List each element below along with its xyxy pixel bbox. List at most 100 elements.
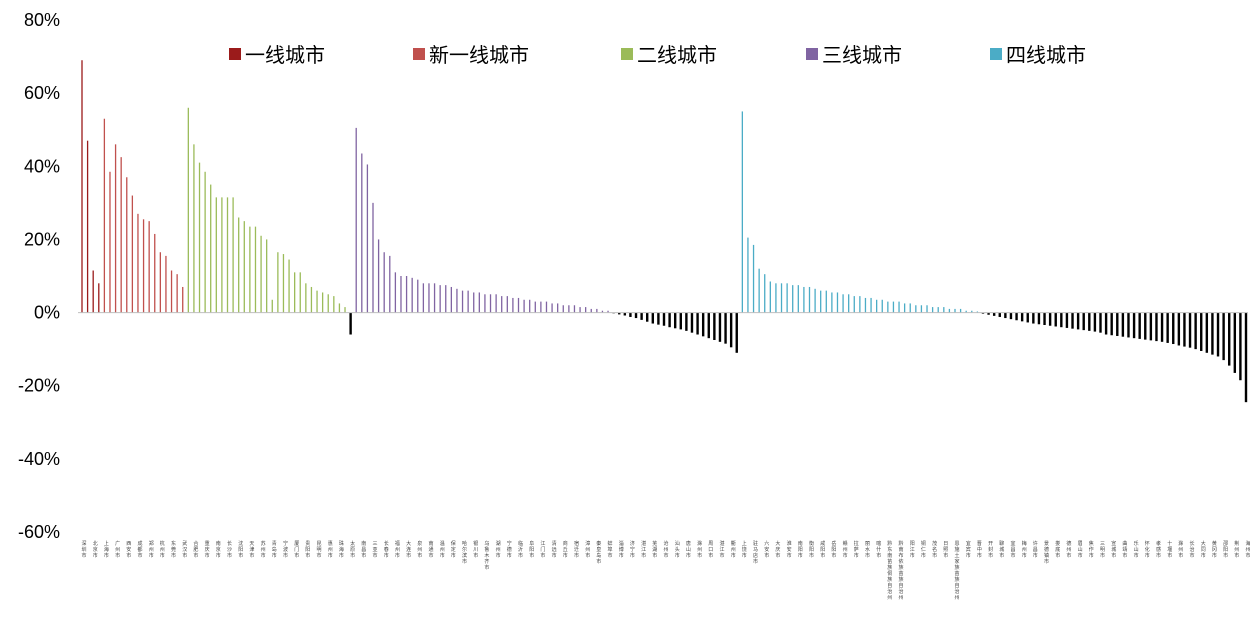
bars: [81, 60, 1248, 403]
x-tick-label: 六安市: [764, 540, 769, 559]
bar: [450, 286, 452, 313]
bar: [1009, 312, 1013, 320]
bar: [517, 297, 520, 313]
x-tick-label: 长治市: [1189, 540, 1194, 559]
x-tick-label: 温州市: [440, 540, 445, 559]
bar: [1132, 312, 1136, 339]
bar: [456, 288, 458, 313]
x-tick-label: 宜宾市: [966, 540, 971, 559]
x-tick-label: 拉萨市: [854, 540, 859, 559]
legend: 一线城市 新一线城市 二线城市 三线城市 四线城市: [229, 44, 1086, 67]
bar: [729, 312, 733, 348]
bar: [1032, 312, 1035, 324]
bar: [1110, 312, 1113, 336]
bar: [1043, 312, 1046, 325]
x-tick-label: 开封市: [988, 541, 993, 559]
bar: [366, 164, 369, 313]
bar: [92, 270, 94, 313]
x-tick-label: 上饶市: [742, 540, 747, 559]
x-tick-label: 深圳市: [81, 540, 86, 559]
bar: [226, 197, 229, 313]
x-tick-label: 北京市: [93, 540, 98, 559]
bar: [1071, 312, 1074, 329]
bar: [992, 312, 996, 316]
bar: [551, 303, 553, 313]
bar: [1127, 312, 1130, 338]
bar: [780, 283, 783, 313]
x-tick-label: 济宁市: [630, 540, 635, 559]
bar: [673, 312, 677, 329]
bar: [389, 255, 391, 313]
bar: [439, 285, 441, 313]
x-tick-label: 海州市: [1245, 540, 1250, 559]
x-tick-label: 茂名市: [932, 540, 937, 559]
bar: [634, 312, 638, 319]
y-tick-label: -60%: [18, 522, 60, 542]
bar: [271, 299, 273, 313]
x-tick-label: 滁州市: [1178, 540, 1183, 559]
bar: [814, 288, 816, 313]
bar: [433, 283, 436, 313]
x-tick-label: 焦作市: [1089, 540, 1094, 559]
bar: [1076, 312, 1080, 330]
bar: [534, 301, 536, 313]
legend-swatch: [413, 48, 425, 60]
bar: [803, 286, 805, 313]
category-labels: 深圳市 北京市 上海市 广州市 西安市 成都市 郑州市 杭州市 东莞市 武汉市 合肥市 重庆市 南京市 长…: [81, 540, 1250, 601]
y-tick-label: 80%: [24, 10, 60, 30]
x-tick-label: 天津市: [249, 541, 254, 559]
bar: [299, 272, 301, 313]
x-tick-label: 成都市: [137, 540, 142, 559]
x-tick-label: 景德镇市: [1044, 540, 1049, 565]
bar: [1116, 312, 1119, 336]
bar: [221, 197, 223, 313]
bar: [797, 285, 799, 313]
legend-label: 一线城市: [245, 44, 325, 67]
bar: [825, 290, 827, 313]
x-tick-label: 驻马店市: [753, 540, 758, 565]
x-tick-label: 淄博市: [619, 540, 624, 559]
legend-swatch: [229, 48, 241, 60]
bar: [1205, 312, 1209, 353]
bar: [187, 107, 189, 313]
bar: [1144, 312, 1147, 340]
bar: [685, 312, 688, 331]
bar: [355, 127, 357, 313]
bar: [282, 254, 285, 313]
x-tick-label: 泉州市: [417, 540, 422, 559]
bar: [1104, 312, 1108, 335]
bar: [131, 195, 134, 313]
x-tick-label: 太原市: [350, 540, 355, 559]
x-tick-label: 昆明市: [316, 541, 321, 559]
bar: [478, 292, 480, 313]
bar: [422, 283, 425, 313]
bar: [1155, 312, 1158, 342]
x-tick-label: 日照市: [943, 541, 948, 559]
x-tick-label: 十堰市: [1167, 540, 1172, 559]
x-tick-label: 眉山市: [1078, 541, 1083, 559]
x-tick-label: 长春市: [384, 540, 389, 559]
bar: [931, 307, 934, 313]
x-tick-label: 荆州市: [1234, 540, 1239, 559]
bar: [405, 276, 408, 313]
bar: [701, 312, 705, 337]
bar: [741, 111, 743, 313]
x-tick-label: 沈阳市: [238, 540, 243, 559]
bar: [735, 312, 738, 353]
bar: [937, 307, 939, 313]
bar: [618, 312, 621, 315]
bar: [859, 296, 861, 313]
x-tick-label: 芜湖市: [652, 540, 657, 559]
bar: [1188, 312, 1192, 348]
x-tick-label: 许昌市: [1033, 540, 1038, 559]
bar: [831, 292, 833, 313]
y-tick-label: 20%: [24, 229, 60, 249]
x-tick-label: 铜仁市: [921, 540, 926, 559]
bar: [103, 118, 106, 313]
bar: [887, 301, 889, 313]
x-tick-label: 黔南布依族苗族自治州: [898, 540, 903, 601]
bar: [159, 252, 161, 313]
bar: [808, 286, 811, 313]
bar: [98, 283, 100, 313]
x-tick-label: 岳阳市: [831, 540, 836, 559]
